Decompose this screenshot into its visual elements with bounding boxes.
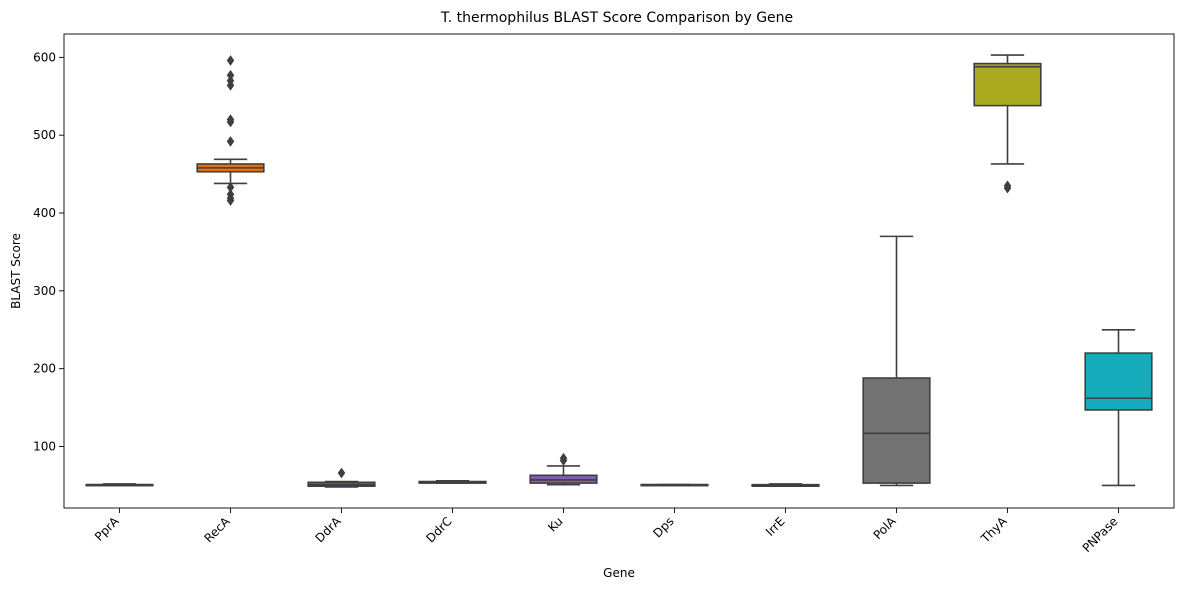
box-group-dps — [640, 483, 709, 487]
outlier-point — [337, 467, 346, 479]
box-group-ku — [529, 452, 598, 486]
y-tick-label: 400 — [33, 206, 56, 220]
plot-area-frame — [63, 33, 1175, 509]
y-tick-label: 600 — [33, 50, 56, 64]
outlier-point — [226, 75, 235, 87]
box-series — [85, 54, 1153, 488]
outlier-point — [226, 135, 235, 147]
y-tick-label: 200 — [33, 362, 56, 376]
chart-title: T. thermophilus BLAST Score Comparison b… — [440, 10, 793, 26]
outlier-point — [226, 181, 235, 193]
box-group-thya — [973, 54, 1042, 194]
y-tick-label: 500 — [33, 128, 56, 142]
x-axis-label: Gene — [603, 566, 635, 580]
outlier-point — [226, 188, 235, 200]
box-iqr — [862, 377, 931, 484]
box-iqr — [973, 62, 1042, 107]
y-tick-label: 100 — [33, 440, 56, 454]
box-group-reca — [196, 55, 265, 206]
outlier-point — [226, 114, 235, 126]
y-axis: 100 200 300 400 500 600 — [33, 50, 64, 454]
y-tick-label: 300 — [33, 284, 56, 298]
outlier-point — [559, 452, 568, 464]
y-axis-label: BLAST Score — [9, 233, 23, 309]
outlier-point — [226, 55, 235, 66]
box-group-pola — [862, 235, 931, 487]
outlier-point — [1003, 180, 1012, 192]
box-group-ddra — [307, 467, 376, 488]
box-group-pnpase — [1084, 328, 1153, 487]
box-group-irre — [751, 483, 820, 488]
outlier-point — [226, 69, 235, 81]
box-group-ddrc — [418, 479, 487, 484]
box-group-ppra — [85, 483, 154, 487]
box-iqr — [1084, 352, 1153, 411]
